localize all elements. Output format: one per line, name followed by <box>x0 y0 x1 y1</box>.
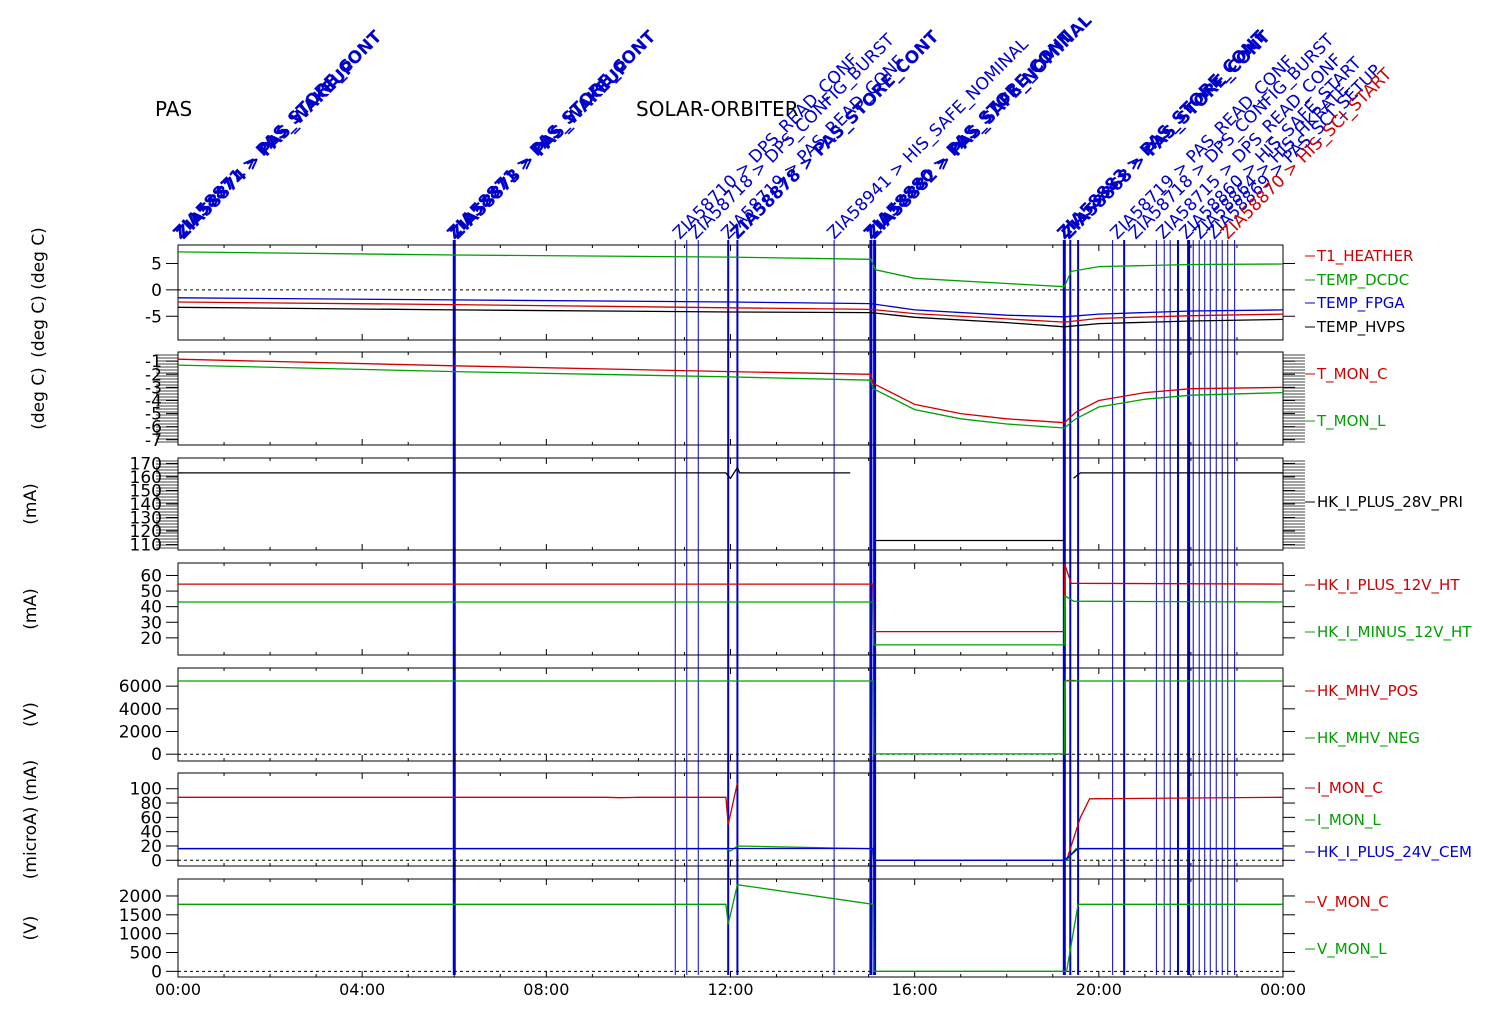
mission-title: SOLAR-ORBITER <box>636 97 799 121</box>
y-tick-label: 80 <box>140 794 162 814</box>
y-tick-label: -1 <box>145 352 162 372</box>
series-line <box>178 594 1284 646</box>
x-tick-label: 12:00 <box>707 980 753 999</box>
y-tick-label: 6000 <box>119 677 162 697</box>
series-line <box>177 301 1284 323</box>
y-axis-label: (deg C) <box>29 367 49 430</box>
panel: 5 0 -5 (deg C) (deg C) T1_HEATHER TEMP_DCDC TE… <box>29 227 1413 358</box>
plot-panels: 50-5(deg C) (deg C) T1_HEATHERTEMP_DCDCTE… <box>21 227 1472 982</box>
legend-entry: T_MON_C <box>1316 365 1388 384</box>
x-tick-label: 04:00 <box>339 980 385 999</box>
y-tick-label: 30 <box>140 613 162 633</box>
legend-entry: HK_MHV_NEG <box>1317 729 1420 748</box>
y-tick-label: 170 <box>130 454 162 474</box>
legend-entry: V_MON_C <box>1317 893 1389 912</box>
series-line <box>178 847 1283 861</box>
y-axis-label: (mA) <box>21 588 41 629</box>
y-tick-label: 20 <box>140 629 162 649</box>
y-tick-label: 110 <box>130 536 162 556</box>
y-axis-label: (V) <box>21 916 41 941</box>
y-tick-label: 0 <box>151 281 162 301</box>
y-tick-label: 40 <box>140 823 162 843</box>
legend-entry: HK_I_MINUS_12V_HT <box>1317 623 1472 642</box>
legend-entry: HK_I_PLUS_24V_CEM <box>1317 843 1472 862</box>
legend-entry: T1_HEATHER <box>1316 247 1413 266</box>
legend-entry: I_MON_L <box>1317 811 1381 830</box>
panel: -1-2-3-4-5-6-7 (deg C) T_MON_C T_MON_L <box>29 351 1388 451</box>
series-line <box>177 306 1284 328</box>
y-tick-label: 0 <box>151 962 162 982</box>
y-tick-label: 1000 <box>119 925 162 945</box>
legend-entry: TEMP_DCDC <box>1316 271 1409 290</box>
y-tick-label: -2 <box>145 365 162 385</box>
series-line <box>178 883 1283 972</box>
x-tick-label: 16:00 <box>892 980 938 999</box>
series-line <box>177 364 1284 429</box>
y-tick-label: 4000 <box>119 700 162 720</box>
time-axis: 00:00 04:00 08:00 12:00 16:00 20:00 00:00 <box>155 980 1306 999</box>
y-tick-label: 2000 <box>119 723 162 743</box>
y-axis-label: (V) <box>21 702 41 727</box>
y-axis-label: (deg C) (deg C) <box>29 227 49 358</box>
y-tick-label: -4 <box>145 391 162 411</box>
y-tick-label: 0 <box>151 745 162 765</box>
y-tick-label: 60 <box>140 808 162 828</box>
x-tick-label: 20:00 <box>1076 980 1122 999</box>
legend-entry: I_MON_C <box>1317 779 1383 798</box>
y-tick-label: 160 <box>130 468 162 488</box>
series-line <box>178 782 1284 861</box>
y-tick-label: -3 <box>145 378 162 398</box>
y-tick-label: 50 <box>140 582 162 602</box>
legend-entry: HK_MHV_POS <box>1317 682 1418 701</box>
x-tick-label: 08:00 <box>523 980 569 999</box>
y-tick-label: 130 <box>130 509 162 529</box>
x-tick-label: 00:00 <box>1260 980 1306 999</box>
legend-entry: TEMP_FPGA <box>1316 294 1405 313</box>
y-tick-label: -5 <box>145 405 162 425</box>
y-tick-label: -5 <box>145 307 162 327</box>
y-axis-label: (microA) (mA) <box>21 760 41 879</box>
y-tick-label: -7 <box>145 431 162 451</box>
legend-entry: V_MON_L <box>1317 940 1387 959</box>
legend-entry: HK_I_PLUS_28V_PRI <box>1317 493 1463 512</box>
y-tick-label: 5 <box>151 254 162 274</box>
series-line <box>178 466 1283 542</box>
y-tick-label: 1500 <box>119 906 162 926</box>
y-tick-label: 60 <box>140 566 162 586</box>
instrument-title: PAS <box>155 97 192 121</box>
y-tick-label: 100 <box>130 780 162 800</box>
legend-entry: TEMP_HVPS <box>1316 318 1405 337</box>
y-tick-label: 120 <box>130 522 162 542</box>
series-line <box>177 358 1284 424</box>
y-tick-label: 140 <box>130 495 162 515</box>
x-tick-label: 00:00 <box>155 980 201 999</box>
y-tick-label: 150 <box>130 481 162 501</box>
legend-entry: HK_I_PLUS_12V_HT <box>1317 576 1460 595</box>
legend-entry: T_MON_L <box>1316 412 1386 431</box>
series-line <box>177 251 1284 288</box>
y-tick-label: 500 <box>130 944 162 964</box>
y-tick-label: -6 <box>145 418 162 438</box>
y-tick-label: 40 <box>140 598 162 618</box>
y-axis-label: (mA) <box>21 483 41 524</box>
series-line <box>178 680 1283 755</box>
y-tick-label: 2000 <box>119 887 162 907</box>
y-tick-label: 20 <box>140 837 162 857</box>
series-line <box>177 297 1284 318</box>
y-tick-label: 0 <box>151 851 162 871</box>
